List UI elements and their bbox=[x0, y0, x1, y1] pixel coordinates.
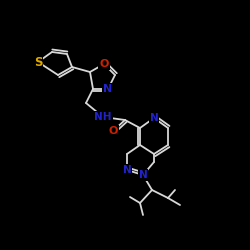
Text: N: N bbox=[104, 84, 112, 94]
Text: S: S bbox=[34, 56, 42, 68]
Text: N: N bbox=[122, 165, 132, 175]
Text: N: N bbox=[150, 113, 158, 123]
Text: N: N bbox=[138, 170, 147, 180]
Text: O: O bbox=[108, 126, 118, 136]
Text: O: O bbox=[99, 59, 109, 69]
Text: NH: NH bbox=[94, 112, 112, 122]
